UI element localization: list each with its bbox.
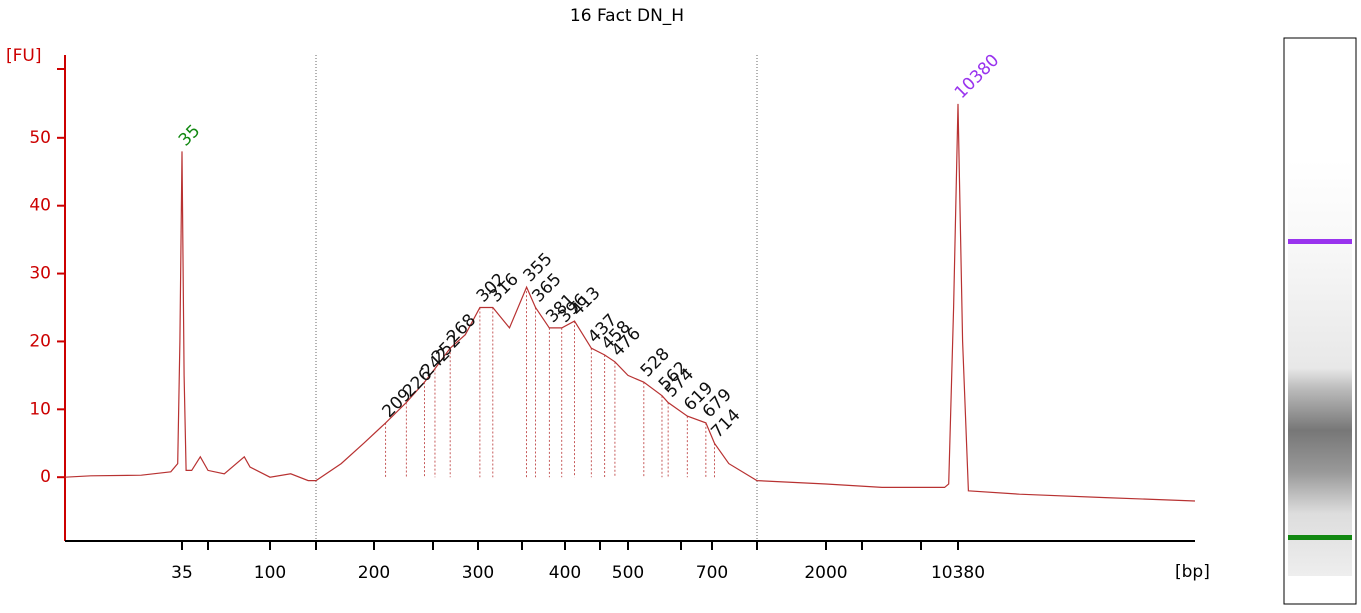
x-tick-label: 500	[612, 563, 644, 583]
x-tick-label: 100	[254, 563, 286, 583]
y-tick-label: 40	[29, 196, 51, 216]
x-tick-label: 10380	[931, 563, 985, 583]
x-tick-label: 400	[549, 563, 581, 583]
x-tick-label: 300	[462, 563, 494, 583]
gel-lane	[1288, 160, 1352, 576]
y-tick-label: 0	[40, 467, 51, 487]
y-tick-label: 30	[29, 264, 51, 284]
gel-band-lower	[1288, 535, 1352, 540]
x-tick-label: 700	[696, 563, 728, 583]
x-tick-label: 200	[358, 563, 390, 583]
peak-label: 35	[175, 121, 204, 150]
y-tick-label: 50	[29, 128, 51, 148]
peak-label: 10380	[951, 51, 1003, 103]
y-tick-label: 10	[29, 399, 51, 419]
chart-title: 16 Fact DN_H	[570, 6, 684, 26]
trace	[64, 103, 1196, 502]
x-tick-label: 35	[171, 563, 193, 583]
x-tick-label: 2000	[804, 563, 847, 583]
gel-band-upper	[1288, 239, 1352, 244]
x-axis-label: [bp]	[1175, 562, 1210, 582]
y-axis-label: [FU]	[6, 46, 42, 66]
y-tick-label: 20	[29, 331, 51, 351]
